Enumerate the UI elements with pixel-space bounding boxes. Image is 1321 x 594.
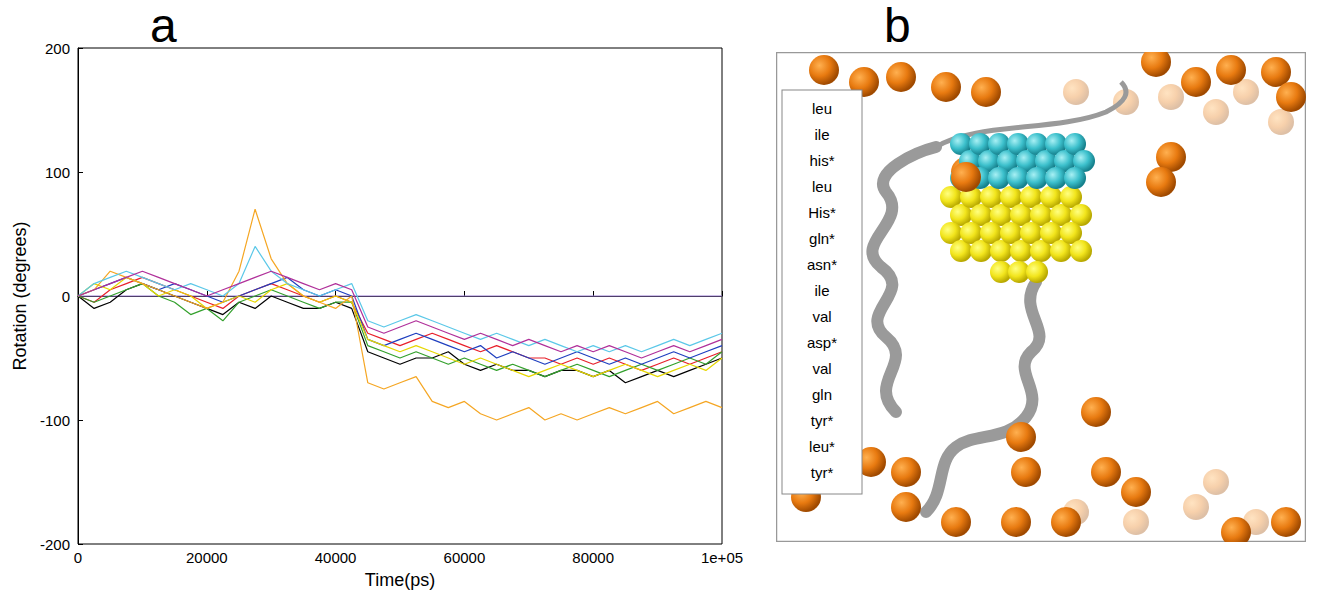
svg-text:200: 200 [45,40,70,57]
svg-text:0: 0 [74,549,82,566]
svg-text:80000: 80000 [572,549,614,566]
svg-text:leu: leu [812,178,832,195]
svg-text:-200: -200 [40,536,70,553]
svg-text:tyr*: tyr* [811,412,834,429]
svg-text:val: val [812,308,831,325]
svg-text:ile: ile [814,282,829,299]
html-text:a: a [150,0,177,52]
svg-text:100: 100 [45,164,70,181]
svg-text:tyr*: tyr* [811,464,834,481]
svg-text:val: val [812,360,831,377]
svg-text:-100: -100 [40,412,70,429]
svg-text:60000: 60000 [444,549,486,566]
svg-text:40000: 40000 [315,549,357,566]
svg-text:Time(ps): Time(ps) [365,570,435,590]
svg-text:ile: ile [814,126,829,143]
svg-text:Rotation (degrees): Rotation (degrees) [10,221,30,370]
svg-text:asp*: asp* [807,334,837,351]
svg-text:20000: 20000 [186,549,228,566]
svg-text:1e+05: 1e+05 [701,549,743,566]
svg-text:His*: His* [808,204,836,221]
svg-text:leu: leu [812,100,832,117]
svg-text:0: 0 [62,288,70,305]
svg-text:leu*: leu* [809,438,835,455]
svg-text:gln*: gln* [809,230,835,247]
html-text:b: b [884,0,911,52]
svg-text:his*: his* [809,152,834,169]
svg-text:asn*: asn* [807,256,837,273]
svg-text:gln: gln [812,386,832,403]
